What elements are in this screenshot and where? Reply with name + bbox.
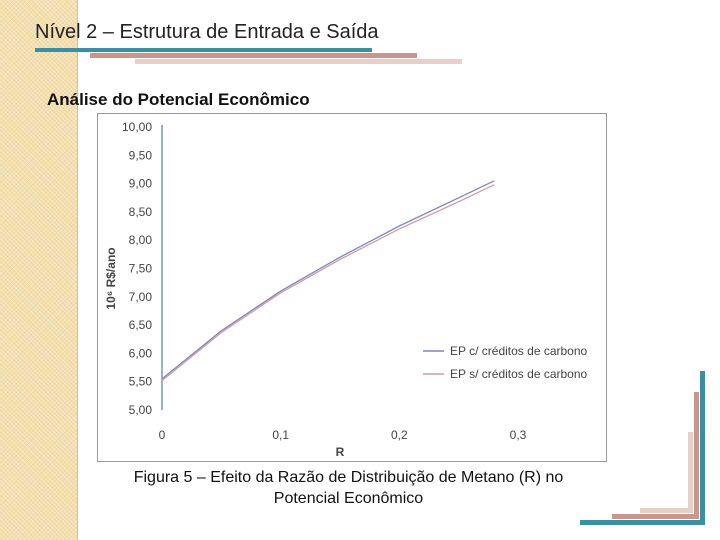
y-tick-label: 10,00 (122, 120, 152, 134)
y-tick-label: 8,50 (129, 205, 153, 219)
chart-subtitle: Análise do Potencial Econômico (47, 90, 310, 109)
y-tick-label: 6,00 (129, 346, 153, 360)
corner-bar-rose-h (612, 514, 699, 519)
figure-caption-line2: Potencial Econômico (273, 490, 424, 507)
y-tick-label: 7,00 (129, 290, 153, 304)
corner-bar-rose-v (694, 392, 699, 518)
corner-bar-pink-v (688, 432, 693, 512)
x-tick-label: 0 (159, 428, 166, 442)
legend-label-1: EP c/ créditos de carbono (450, 344, 588, 358)
series-line-1 (161, 180, 495, 380)
x-axis-title: R (336, 445, 345, 459)
slide-title: Nível 2 – Estrutura de Entrada e Saída (35, 21, 379, 43)
corner-bar-teal-v (700, 371, 705, 525)
figure-caption-line1: Figura 5 – Efeito da Razão de Distribuiç… (133, 469, 564, 486)
line-chart: 5,00 5,50 6,00 6,50 7,00 7,50 8,00 8,50 9,00 9,50… (104, 120, 588, 459)
y-tick-label: 5,50 (129, 375, 153, 389)
y-tick-label: 7,50 (129, 262, 153, 276)
y-axis-title: 10⁶ R$/ano (104, 247, 118, 309)
x-tick-label: 0,3 (510, 428, 527, 442)
series-line-2 (161, 184, 495, 382)
figure-caption: Figura 5 – Efeito da Razão de Distribuiç… (97, 467, 600, 509)
x-tick-label: 0,2 (391, 428, 408, 442)
corner-bar-teal-h (580, 520, 705, 525)
corner-bar-pink-h (640, 508, 693, 513)
y-tick-label: 5,00 (129, 403, 153, 417)
y-tick-label: 9,00 (129, 177, 153, 191)
title-underline-pink (135, 59, 462, 64)
y-tick-label: 8,00 (129, 233, 153, 247)
y-tick-label: 6,50 (129, 318, 153, 332)
side-decorative-strip (0, 0, 78, 540)
chart-frame: 5,00 5,50 6,00 6,50 7,00 7,50 8,00 8,50 9,00 9,50… (97, 113, 607, 462)
title-underline-rose (90, 53, 417, 58)
title-underline-teal (35, 48, 372, 52)
x-tick-label: 0,1 (272, 428, 289, 442)
y-tick-label: 9,50 (129, 148, 153, 162)
legend-label-2: EP s/ créditos de carbono (450, 367, 588, 381)
